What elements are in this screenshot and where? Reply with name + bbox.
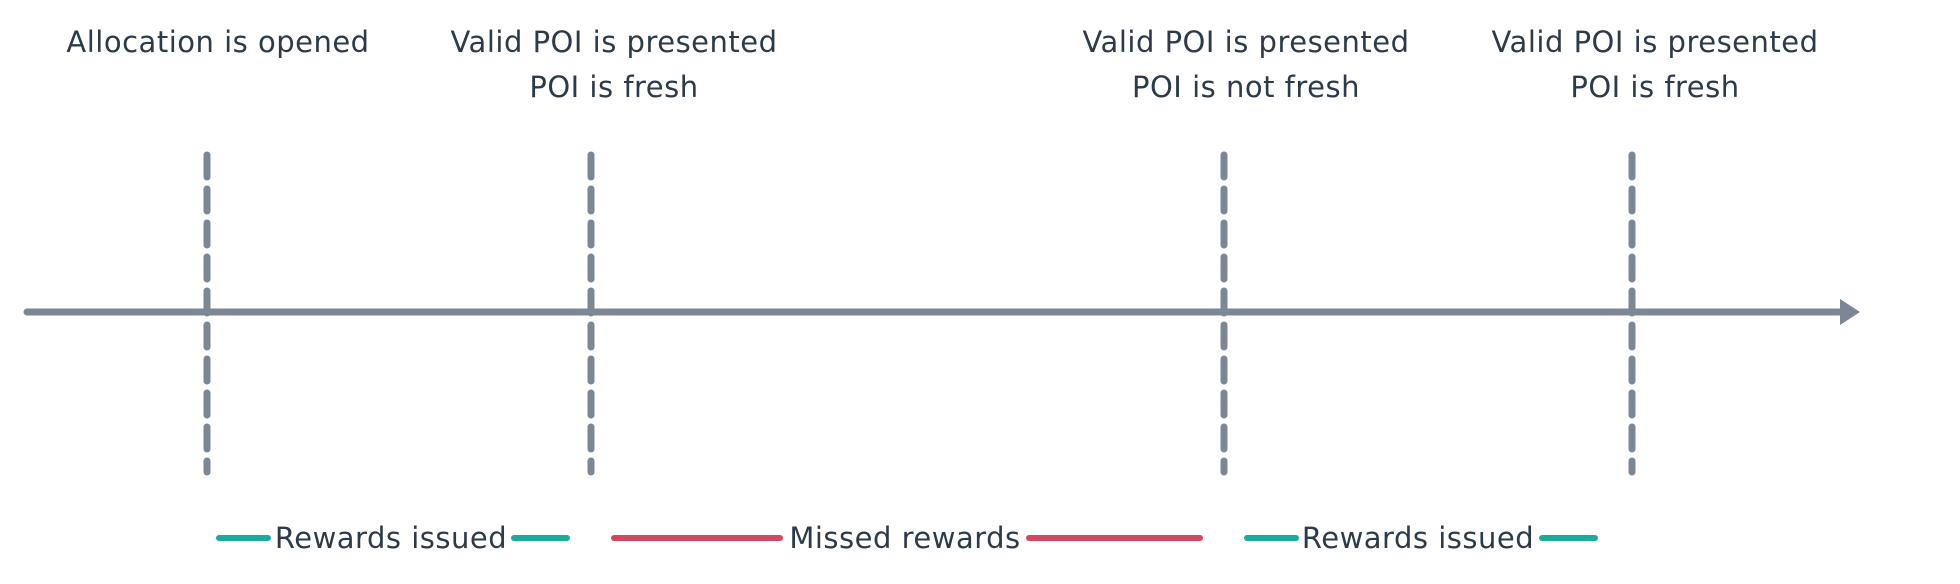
event-marker-poi-fresh-again: Valid POI is presented POI is fresh <box>1491 25 1818 476</box>
segment-rewards-issued-1: Rewards issued <box>216 521 570 555</box>
segment-label: Rewards issued <box>1302 521 1534 555</box>
event-label-line: Valid POI is presented <box>1491 25 1818 59</box>
event-marker-allocation-opened: Allocation is opened <box>66 25 369 476</box>
axis-arrow-icon <box>1840 299 1860 325</box>
event-label-line: Valid POI is presented <box>450 25 777 59</box>
event-label-line: POI is fresh <box>1570 70 1739 104</box>
segment-label: Missed rewards <box>789 521 1020 555</box>
segment-rewards-issued-2: Rewards issued <box>1244 521 1598 555</box>
event-marker-poi-not-fresh: Valid POI is presented POI is not fresh <box>1082 25 1409 476</box>
event-label-line: POI is not fresh <box>1132 70 1360 104</box>
event-marker-poi-fresh: Valid POI is presented POI is fresh <box>450 25 777 476</box>
event-label-line: POI is fresh <box>529 70 698 104</box>
segment-missed-rewards: Missed rewards <box>611 521 1203 555</box>
segment-label: Rewards issued <box>275 521 507 555</box>
event-label-line: Allocation is opened <box>66 25 369 59</box>
event-label-line: Valid POI is presented <box>1082 25 1409 59</box>
